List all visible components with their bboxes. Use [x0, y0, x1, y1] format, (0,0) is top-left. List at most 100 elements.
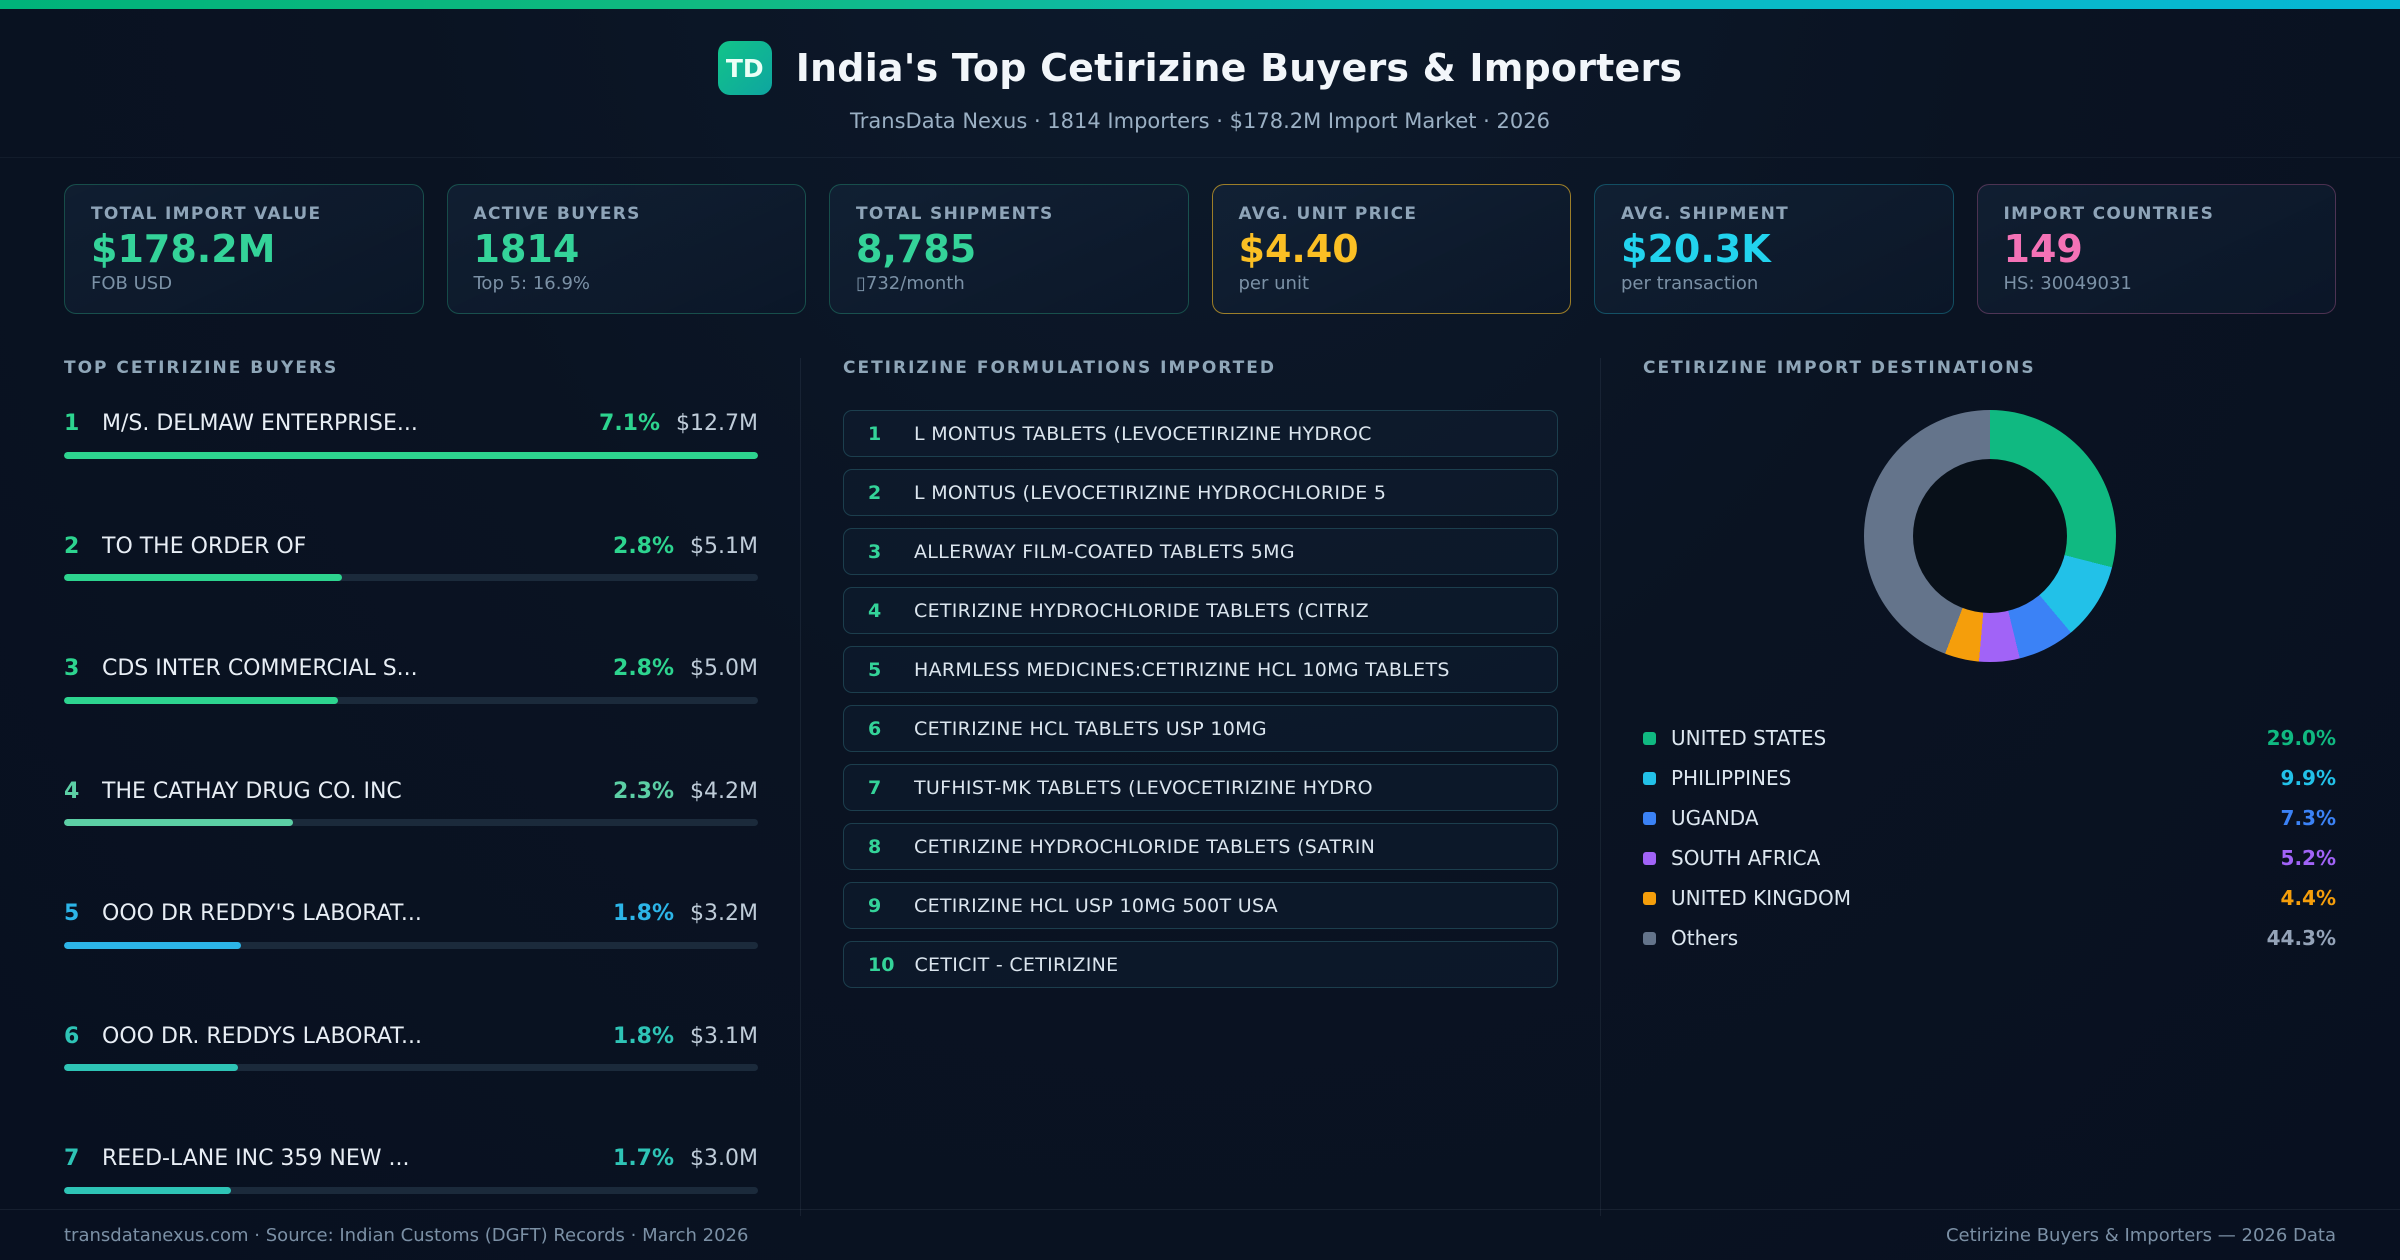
- stat-subtext: HS: 30049031: [2003, 273, 2132, 294]
- formulation-item[interactable]: 10 CETICIT - CETIRIZINE: [843, 941, 1558, 988]
- buyer-name: CDS INTER COMMERCIAL S...: [102, 656, 418, 681]
- formulation-rank: 9: [868, 894, 882, 917]
- formulations-panel: CETIRIZINE FORMULATIONS IMPORTED 1 L MON…: [800, 358, 1600, 1216]
- buyer-row[interactable]: 6 OOO DR. REDDYS LABORAT... 1.8% $3.1M: [64, 1023, 758, 1071]
- buyer-progress-track: [64, 1064, 758, 1071]
- legend-row[interactable]: UNITED KINGDOM 4.4%: [1643, 878, 2336, 918]
- page-title: India's Top Cetirizine Buyers & Importer…: [795, 46, 1683, 90]
- legend-pct: 4.4%: [2280, 886, 2336, 910]
- buyer-row-top: 3 CDS INTER COMMERCIAL S... 2.8% $5.0M: [64, 655, 758, 683]
- formulation-name: ALLERWAY FILM-COATED TABLETS 5MG: [914, 540, 1295, 563]
- buyer-progress-fill: [64, 1064, 238, 1071]
- legend-row[interactable]: PHILIPPINES 9.9%: [1643, 758, 2336, 798]
- stat-card[interactable]: ACTIVE BUYERS 1814 Top 5: 16.9%: [446, 184, 806, 314]
- stat-card[interactable]: AVG. UNIT PRICE $4.40 per unit: [1211, 184, 1571, 314]
- buyer-name: REED-LANE INC 359 NEW ...: [102, 1146, 410, 1171]
- legend-country-label: UNITED KINGDOM: [1671, 886, 1851, 910]
- formulation-item[interactable]: 9 CETIRIZINE HCL USP 10MG 500T USA: [843, 882, 1558, 929]
- buyer-progress-fill: [64, 451, 758, 459]
- buyer-row[interactable]: 4 THE CATHAY DRUG CO. INC 2.3% $4.2M: [64, 778, 758, 826]
- stat-label: TOTAL IMPORT VALUE: [91, 204, 322, 224]
- buyer-rank: 2: [64, 533, 80, 559]
- formulation-item[interactable]: 6 CETIRIZINE HCL TABLETS USP 10MG: [843, 705, 1558, 752]
- buyer-share-pct: 7.1%: [599, 411, 661, 436]
- buyer-share-pct: 1.8%: [613, 1023, 675, 1049]
- buyer-share-pct: 2.3%: [613, 778, 675, 804]
- stat-value: 1814: [473, 226, 580, 271]
- formulations-heading: CETIRIZINE FORMULATIONS IMPORTED: [843, 358, 1276, 378]
- legend-row[interactable]: SOUTH AFRICA 5.2%: [1643, 838, 2336, 878]
- donut-chart[interactable]: [1863, 410, 2116, 662]
- stat-card[interactable]: IMPORT COUNTRIES 149 HS: 30049031: [1976, 184, 2336, 314]
- buyer-progress-track: [64, 574, 758, 581]
- legend-pct: 44.3%: [2266, 926, 2336, 950]
- page-subtitle: TransData Nexus · 1814 Importers · $178.…: [850, 109, 1550, 133]
- stat-card[interactable]: AVG. SHIPMENT $20.3K per transaction: [1594, 184, 1954, 314]
- footer-note: Cetirizine Buyers & Importers — 2026 Dat…: [1945, 1224, 2336, 1246]
- formulation-rank: 1: [868, 422, 882, 445]
- donut-hole: [1912, 459, 2067, 613]
- legend-pct: 5.2%: [2280, 846, 2336, 870]
- legend-country-label: PHILIPPINES: [1671, 766, 1792, 790]
- formulation-item[interactable]: 8 CETIRIZINE HYDROCHLORIDE TABLETS (SATR…: [843, 823, 1558, 870]
- header: TD India's Top Cetirizine Buyers & Impor…: [0, 9, 2400, 158]
- stat-label: ACTIVE BUYERS: [473, 204, 641, 224]
- formulation-item[interactable]: 4 CETIRIZINE HYDROCHLORIDE TABLETS (CITR…: [843, 587, 1558, 634]
- buyer-row[interactable]: 5 OOO DR REDDY'S LABORAT... 1.8% $3.2M: [64, 900, 758, 949]
- formulation-item[interactable]: 2 L MONTUS (LEVOCETIRIZINE HYDROCHLORIDE…: [843, 469, 1558, 516]
- stat-card[interactable]: TOTAL SHIPMENTS 8,785 ▯732/month: [829, 184, 1189, 314]
- buyer-rank: 6: [64, 1023, 80, 1049]
- buyer-row[interactable]: 1 M/S. DELMAW ENTERPRISE... 7.1% $12.7M: [64, 410, 758, 459]
- legend-country-label: UGANDA: [1671, 806, 1759, 830]
- buyer-rank: 7: [64, 1146, 80, 1171]
- formulation-name: CETIRIZINE HYDROCHLORIDE TABLETS (CITRIZ: [914, 599, 1369, 622]
- buyers-heading: TOP CETIRIZINE BUYERS: [64, 358, 339, 378]
- buyer-row-top: 5 OOO DR REDDY'S LABORAT... 1.8% $3.2M: [64, 900, 758, 928]
- legend-color-dot: [1643, 851, 1656, 865]
- formulation-name: CETIRIZINE HYDROCHLORIDE TABLETS (SATRIN: [914, 835, 1376, 858]
- legend-row[interactable]: Others 44.3%: [1643, 918, 2336, 958]
- formulation-rank: 3: [868, 540, 882, 563]
- buyer-import-value: $3.2M: [690, 901, 758, 926]
- legend-pct: 9.9%: [2280, 766, 2336, 790]
- formulation-item[interactable]: 1 L MONTUS TABLETS (LEVOCETIRIZINE HYDRO…: [843, 410, 1558, 457]
- legend-row[interactable]: UNITED STATES 29.0%: [1643, 718, 2336, 758]
- app-logo: TD: [717, 41, 772, 95]
- buyer-share-pct: 2.8%: [613, 533, 675, 559]
- buyer-rank: 1: [64, 411, 80, 436]
- stats-row: TOTAL IMPORT VALUE $178.2M FOB USD ACTIV…: [0, 184, 2400, 314]
- legend-row[interactable]: UGANDA 7.3%: [1643, 798, 2336, 838]
- buyer-row[interactable]: 2 TO THE ORDER OF 2.8% $5.1M: [64, 533, 758, 581]
- buyer-progress-track: [64, 1186, 758, 1194]
- formulation-item[interactable]: 7 TUFHIST-MK TABLETS (LEVOCETIRIZINE HYD…: [843, 764, 1558, 811]
- formulation-item[interactable]: 5 HARMLESS MEDICINES:CETIRIZINE HCL 10MG…: [843, 646, 1558, 693]
- buyer-progress-track: [64, 451, 758, 459]
- top-buyers-panel: TOP CETIRIZINE BUYERS 1 M/S. DELMAW ENTE…: [64, 358, 800, 1216]
- buyer-rank: 3: [64, 656, 80, 681]
- legend-color-dot: [1643, 891, 1656, 905]
- buyer-row[interactable]: 3 CDS INTER COMMERCIAL S... 2.8% $5.0M: [64, 655, 758, 704]
- formulation-rank: 7: [868, 776, 882, 799]
- formulation-item[interactable]: 3 ALLERWAY FILM-COATED TABLETS 5MG: [843, 528, 1558, 575]
- donut-wrap: [1643, 410, 2336, 662]
- buyer-progress-track: [64, 696, 758, 704]
- buyer-row[interactable]: 7 REED-LANE INC 359 NEW ... 1.7% $3.0M: [64, 1145, 758, 1194]
- top-accent-bar: [0, 0, 2400, 9]
- buyer-share-pct: 1.7%: [613, 1146, 675, 1171]
- formulation-rank: 2: [868, 481, 882, 504]
- buyer-rank: 5: [64, 901, 80, 926]
- formulation-name: CETIRIZINE HCL USP 10MG 500T USA: [914, 894, 1278, 917]
- buyer-rank: 4: [64, 778, 80, 804]
- legend-color-dot: [1643, 811, 1656, 825]
- buyer-share-pct: 2.8%: [613, 656, 675, 681]
- buyer-import-value: $3.1M: [690, 1023, 758, 1049]
- stat-subtext: Top 5: 16.9%: [473, 273, 591, 294]
- buyer-progress-fill: [64, 574, 342, 581]
- stat-card[interactable]: TOTAL IMPORT VALUE $178.2M FOB USD: [64, 184, 424, 314]
- legend-color-dot: [1643, 731, 1656, 745]
- legend-country-label: SOUTH AFRICA: [1671, 846, 1821, 870]
- buyer-progress-track: [64, 819, 758, 826]
- header-title-row: TD India's Top Cetirizine Buyers & Impor…: [717, 41, 1683, 95]
- stat-label: AVG. UNIT PRICE: [1238, 204, 1418, 224]
- legend-country-label: Others: [1671, 926, 1739, 950]
